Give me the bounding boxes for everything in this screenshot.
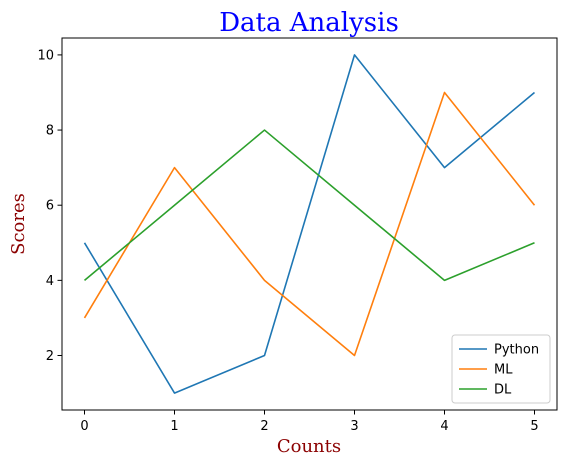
legend-label-python: Python <box>494 343 539 358</box>
y-axis-label: Scores <box>8 193 29 255</box>
legend-box <box>451 334 551 404</box>
legend-label-ml: ML <box>494 363 513 378</box>
x-tick-label: 4 <box>440 419 448 434</box>
series-line-ml <box>83 91 536 357</box>
x-tick-label: 0 <box>80 419 88 434</box>
plot-frame <box>61 37 558 411</box>
x-tick-label: 3 <box>350 419 358 434</box>
legend-label-dl: DL <box>494 383 512 398</box>
y-tick-label: 2 <box>46 349 54 364</box>
series-line-python <box>83 54 536 394</box>
y-tick-label: 6 <box>46 199 54 214</box>
x-tick-label: 1 <box>170 419 178 434</box>
chart-title: Data Analysis <box>219 8 399 38</box>
plot-area: 0 1 2 3 4 5 2 4 6 8 10 <box>37 37 558 434</box>
legend: Python ML DL <box>451 334 551 404</box>
x-tick-label: 5 <box>530 419 538 434</box>
x-axis-label: Counts <box>277 436 341 457</box>
x-tick-label: 2 <box>260 419 268 434</box>
y-tick-label: 10 <box>37 48 54 63</box>
y-tick-label: 4 <box>46 274 54 289</box>
series-line-dl <box>83 129 535 282</box>
y-tick-label: 8 <box>46 124 54 139</box>
